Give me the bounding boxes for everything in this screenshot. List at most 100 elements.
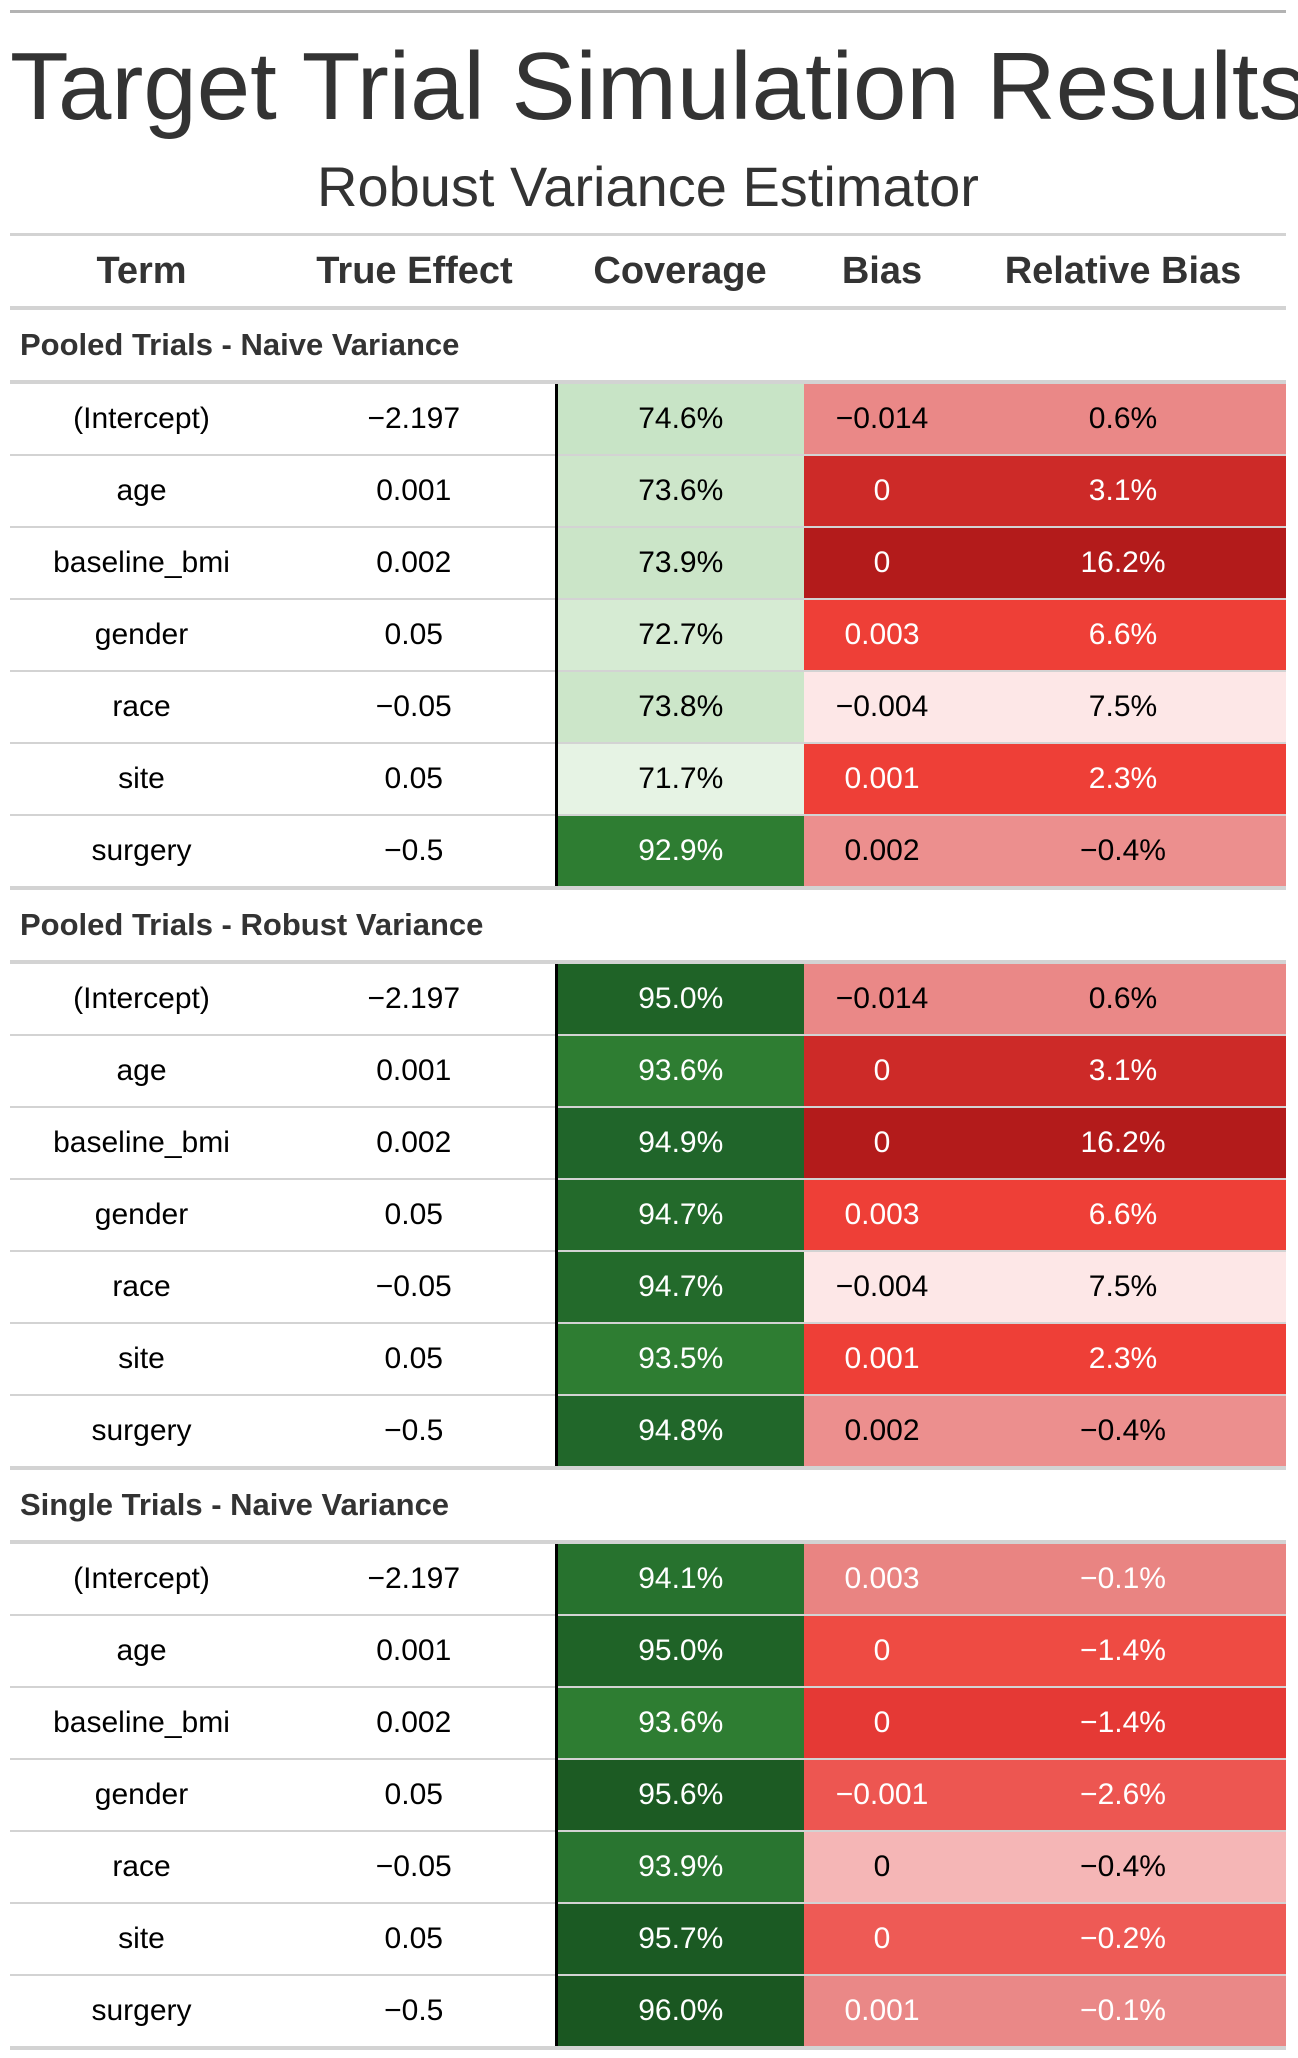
relative-bias-cell: 7.5% — [960, 671, 1286, 744]
bias-cell: −0.004 — [804, 1251, 960, 1324]
bias-cell: 0.001 — [804, 743, 960, 816]
true-effect-cell: −2.197 — [273, 962, 556, 1036]
table-row: site 0.05 95.7% 0 −0.2% — [10, 1903, 1286, 1976]
term-cell: gender — [10, 599, 273, 672]
relative-bias-cell: −0.1% — [960, 1975, 1286, 2050]
relative-bias-cell: 2.3% — [960, 1323, 1286, 1396]
term-cell: age — [10, 1035, 273, 1108]
bias-cell: 0 — [804, 1831, 960, 1904]
coverage-cell: 72.7% — [554, 599, 804, 672]
true-effect-cell: −0.5 — [273, 1395, 556, 1470]
column-header-true-effect: True Effect — [273, 236, 556, 310]
table-row: baseline_bmi 0.002 94.9% 0 16.2% — [10, 1107, 1286, 1180]
coverage-cell: 94.8% — [554, 1395, 804, 1470]
coverage-cell: 74.6% — [554, 382, 804, 456]
true-effect-cell: −0.05 — [273, 671, 556, 744]
relative-bias-cell: −0.1% — [960, 1542, 1286, 1616]
term-cell: site — [10, 1903, 273, 1976]
coverage-cell: 73.6% — [554, 455, 804, 528]
table-body: Pooled Trials - Naive Variance (Intercept… — [10, 308, 1286, 2050]
relative-bias-cell: 6.6% — [960, 599, 1286, 672]
table-row: race −0.05 93.9% 0 −0.4% — [10, 1831, 1286, 1904]
relative-bias-cell: −0.4% — [960, 1395, 1286, 1470]
column-header-term: Term — [10, 236, 273, 310]
relative-bias-cell: −0.4% — [960, 815, 1286, 890]
bias-cell: 0.003 — [804, 1179, 960, 1252]
coverage-cell: 93.5% — [554, 1323, 804, 1396]
term-cell: site — [10, 743, 273, 816]
true-effect-cell: 0.001 — [273, 455, 556, 528]
relative-bias-cell: −1.4% — [960, 1687, 1286, 1760]
group-header-row: Single Trials - Naive Variance — [10, 1468, 1286, 1544]
table-row: (Intercept) −2.197 74.6% −0.014 0.6% — [10, 382, 1286, 456]
term-cell: site — [10, 1323, 273, 1396]
term-cell: baseline_bmi — [10, 1107, 273, 1180]
group-label: Single Trials - Naive Variance — [10, 1468, 1286, 1544]
true-effect-cell: 0.05 — [273, 1903, 556, 1976]
table-row: age 0.001 95.0% 0 −1.4% — [10, 1615, 1286, 1688]
term-cell: surgery — [10, 1395, 273, 1470]
term-cell: surgery — [10, 1975, 273, 2050]
relative-bias-cell: 2.3% — [960, 743, 1286, 816]
term-cell: surgery — [10, 815, 273, 890]
bias-cell: 0 — [804, 1903, 960, 1976]
table-row: (Intercept) −2.197 95.0% −0.014 0.6% — [10, 962, 1286, 1036]
coverage-cell: 96.0% — [554, 1975, 804, 2050]
bias-cell: 0 — [804, 1687, 960, 1760]
relative-bias-cell: 3.1% — [960, 455, 1286, 528]
group-label: Pooled Trials - Naive Variance — [10, 308, 1286, 384]
coverage-cell: 95.6% — [554, 1759, 804, 1832]
coverage-cell: 95.7% — [554, 1903, 804, 1976]
bias-cell: −0.014 — [804, 382, 960, 456]
coverage-cell: 95.0% — [554, 1615, 804, 1688]
group-header-row: Pooled Trials - Robust Variance — [10, 888, 1286, 964]
coverage-cell: 92.9% — [554, 815, 804, 890]
results-table: Term True Effect Coverage Bias Relative … — [10, 236, 1286, 2050]
table-row: gender 0.05 95.6% −0.001 −2.6% — [10, 1759, 1286, 1832]
relative-bias-cell: 0.6% — [960, 962, 1286, 1036]
relative-bias-cell: 3.1% — [960, 1035, 1286, 1108]
term-cell: age — [10, 1615, 273, 1688]
page-subtitle: Robust Variance Estimator — [317, 155, 979, 218]
true-effect-cell: −2.197 — [273, 382, 556, 456]
bias-cell: 0.002 — [804, 815, 960, 890]
coverage-cell: 95.0% — [554, 962, 804, 1036]
term-cell: gender — [10, 1179, 273, 1252]
table-row: gender 0.05 94.7% 0.003 6.6% — [10, 1179, 1286, 1252]
bias-cell: 0 — [804, 455, 960, 528]
bias-cell: 0.001 — [804, 1975, 960, 2050]
relative-bias-cell: 6.6% — [960, 1179, 1286, 1252]
true-effect-cell: −0.5 — [273, 1975, 556, 2050]
bias-cell: 0.003 — [804, 599, 960, 672]
bias-cell: 0 — [804, 527, 960, 600]
table-row: surgery −0.5 94.8% 0.002 −0.4% — [10, 1395, 1286, 1470]
true-effect-cell: 0.05 — [273, 1179, 556, 1252]
bias-cell: 0.003 — [804, 1542, 960, 1616]
true-effect-cell: 0.05 — [273, 743, 556, 816]
coverage-cell: 93.9% — [554, 1831, 804, 1904]
group-header-row: Pooled Trials - Naive Variance — [10, 308, 1286, 384]
table-row: baseline_bmi 0.002 73.9% 0 16.2% — [10, 527, 1286, 600]
true-effect-cell: −0.5 — [273, 815, 556, 890]
column-header-bias: Bias — [804, 236, 960, 310]
true-effect-cell: 0.05 — [273, 599, 556, 672]
top-rule — [10, 10, 1286, 13]
term-cell: race — [10, 1251, 273, 1324]
relative-bias-cell: −0.4% — [960, 1831, 1286, 1904]
term-cell: baseline_bmi — [10, 1687, 273, 1760]
coverage-cell: 71.7% — [554, 743, 804, 816]
table-row: race −0.05 94.7% −0.004 7.5% — [10, 1251, 1286, 1324]
table-row: surgery −0.5 96.0% 0.001 −0.1% — [10, 1975, 1286, 2050]
relative-bias-cell: 16.2% — [960, 527, 1286, 600]
table-row: race −0.05 73.8% −0.004 7.5% — [10, 671, 1286, 744]
column-header-coverage: Coverage — [556, 236, 804, 310]
page-title: Target Trial Simulation Results — [10, 33, 1298, 140]
relative-bias-cell: 16.2% — [960, 1107, 1286, 1180]
bias-cell: 0 — [804, 1035, 960, 1108]
relative-bias-cell: 0.6% — [960, 382, 1286, 456]
true-effect-cell: 0.05 — [273, 1759, 556, 1832]
bias-cell: 0 — [804, 1107, 960, 1180]
table-row: site 0.05 71.7% 0.001 2.3% — [10, 743, 1286, 816]
true-effect-cell: 0.002 — [273, 1107, 556, 1180]
true-effect-cell: −0.05 — [273, 1831, 556, 1904]
